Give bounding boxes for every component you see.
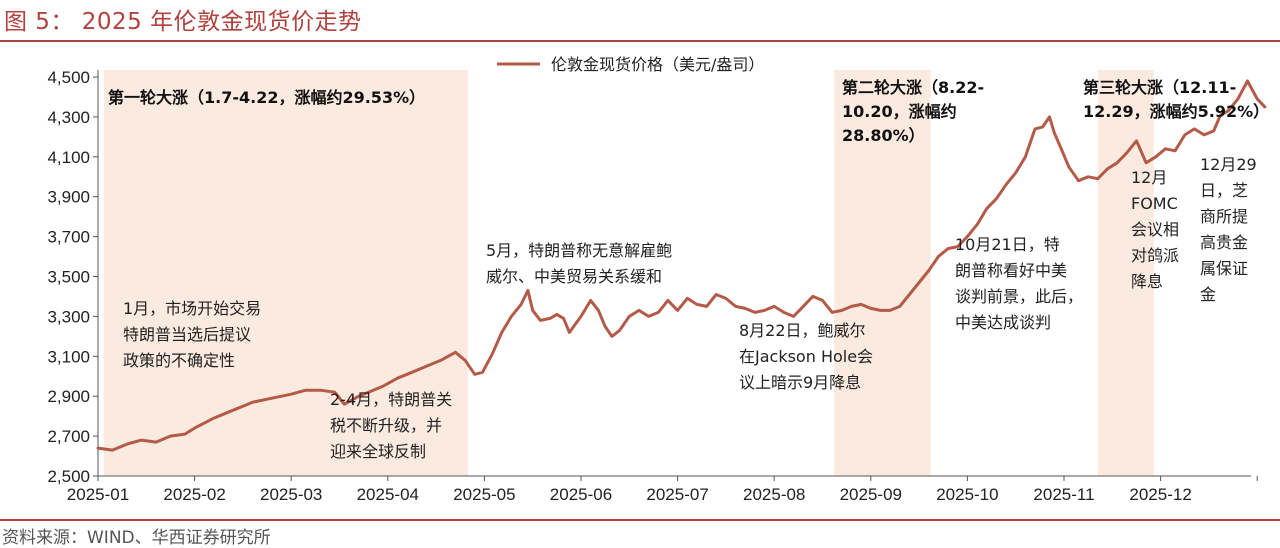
annotation-line: 降息 bbox=[1131, 272, 1163, 291]
phase-label-1: 第一轮大涨（1.7-4.22，涨幅约29.53%） bbox=[108, 88, 425, 107]
source-rule bbox=[0, 519, 1280, 521]
annotation-line: 谈判前景，此后， bbox=[955, 287, 1083, 306]
annotation-line: 威尔、中美贸易关系缓和 bbox=[486, 267, 662, 286]
annotation-line: 12月29 bbox=[1200, 155, 1257, 174]
y-tick-label: 3,700 bbox=[47, 228, 90, 247]
phase-shades bbox=[103, 70, 1154, 476]
phase-band-2 bbox=[834, 70, 931, 476]
legend-label: 伦敦金现货价格（美元/盎司） bbox=[551, 55, 764, 74]
annotation-line: 5月，特朗普称无意解雇鲍 bbox=[486, 241, 672, 260]
figure-title: 图 5： 2025 年伦敦金现货价走势 bbox=[4, 9, 362, 35]
x-tick-label: 2025-06 bbox=[550, 485, 612, 504]
x-tick-label: 2025-11 bbox=[1033, 485, 1094, 504]
x-tick-label: 2025-04 bbox=[357, 485, 419, 504]
x-tick-label: 2025-02 bbox=[163, 485, 225, 504]
x-tick-label: 2025-05 bbox=[453, 485, 515, 504]
phase-label-line: 第三轮大涨（12.11- bbox=[1083, 78, 1236, 97]
annotation-2: 2-4月，特朗普关税不断升级，并迎来全球反制 bbox=[330, 390, 452, 461]
annotation-line: 高贵金 bbox=[1200, 233, 1248, 252]
annotation-5: 10月21日，特朗普称看好中美谈判前景，此后， 中美达成谈判 bbox=[955, 235, 1083, 332]
annotation-3: 5月，特朗普称无意解雇鲍威尔、中美贸易关系缓和 bbox=[486, 241, 672, 286]
phase-label-line: 第二轮大涨（8.22- bbox=[842, 78, 984, 97]
phase-labels: 第一轮大涨（1.7-4.22，涨幅约29.53%） 第二轮大涨（8.22- 10.2… bbox=[108, 78, 1269, 145]
source-note: 资料来源：WIND、华西证券研究所 bbox=[2, 528, 271, 548]
annotation-line: 属保证 bbox=[1200, 259, 1248, 278]
annotation-line: 对鸽派 bbox=[1131, 246, 1179, 265]
x-tick-label: 2025-08 bbox=[743, 485, 805, 504]
x-tick-label: 2025-12 bbox=[1129, 485, 1191, 504]
series-layer bbox=[96, 79, 1267, 452]
annotation-line: 商所提 bbox=[1200, 207, 1248, 226]
series-line-gold-price bbox=[96, 79, 1267, 452]
y-tick-label: 4,100 bbox=[47, 148, 90, 167]
annotations: 1月，市场开始交易特朗普当选后提议政策的不确定性 2-4月，特朗普关税不断升级，并… bbox=[123, 155, 1257, 461]
annotation-line: 1月，市场开始交易 bbox=[123, 299, 261, 318]
title-rule bbox=[0, 40, 1280, 42]
annotation-line: 迎来全球反制 bbox=[330, 442, 426, 461]
phase-band-3 bbox=[1097, 70, 1154, 476]
annotation-line: 金 bbox=[1200, 285, 1216, 304]
y-tick-label: 3,100 bbox=[47, 347, 90, 366]
annotation-line: 日，芝 bbox=[1200, 181, 1248, 200]
annotation-line: 10月21日，特 bbox=[955, 235, 1060, 254]
annotation-1: 1月，市场开始交易特朗普当选后提议政策的不确定性 bbox=[123, 299, 261, 370]
legend: 伦敦金现货价格（美元/盎司） bbox=[497, 55, 764, 74]
axes: 2,500 2,700 2,900 3,100 3,300 3,500 3,700 3,900… bbox=[47, 68, 1258, 504]
annotation-7: 12月29 日，芝商所提高贵金属保证金 bbox=[1200, 155, 1257, 304]
annotation-line: 会议相 bbox=[1131, 220, 1179, 239]
x-tick-label: 2025-01 bbox=[67, 485, 129, 504]
phase-label-3: 第三轮大涨（12.11- 12.29，涨幅约5.92%） bbox=[1083, 78, 1269, 121]
x-tick-label: 2025-03 bbox=[260, 485, 322, 504]
y-tick-label: 4,300 bbox=[47, 108, 90, 127]
annotation-line: 税不断升级，并 bbox=[330, 416, 442, 435]
annotation-line: 8月22日，鲍威尔 bbox=[739, 321, 866, 340]
annotation-line: 政策的不确定性 bbox=[123, 351, 235, 370]
y-tick-label: 2,700 bbox=[47, 427, 90, 446]
annotation-line: 朗普称看好中美 bbox=[955, 261, 1067, 280]
y-tick-label: 3,500 bbox=[47, 268, 90, 287]
annotation-line: 特朗普当选后提议 bbox=[123, 325, 251, 344]
annotation-line: 中美达成谈判 bbox=[955, 313, 1051, 332]
phase-label-line: 第一轮大涨（1.7-4.22，涨幅约29.53%） bbox=[108, 88, 425, 107]
annotation-line: 在Jackson Hole会 bbox=[739, 347, 873, 366]
phase-band-1 bbox=[103, 70, 468, 476]
y-tick-label: 4,500 bbox=[47, 68, 90, 87]
annotation-line: FOMC bbox=[1131, 194, 1178, 213]
annotation-line: 2-4月，特朗普关 bbox=[330, 390, 452, 409]
annotation-6: 12月 FOMC 会议相对鸽派降息 bbox=[1131, 168, 1179, 291]
x-tick-label: 2025-07 bbox=[646, 485, 708, 504]
annotation-line: 议上暗示9月降息 bbox=[739, 373, 861, 392]
y-tick-label: 3,900 bbox=[47, 188, 90, 207]
annotation-line: 12月 bbox=[1131, 168, 1167, 187]
phase-label-line: 12.29，涨幅约5.92%） bbox=[1083, 102, 1269, 121]
x-tick-label: 2025-09 bbox=[840, 485, 902, 504]
x-tick-label: 2025-10 bbox=[936, 485, 998, 504]
y-tick-label: 2,900 bbox=[47, 387, 90, 406]
y-tick-label: 2,500 bbox=[47, 467, 90, 486]
phase-label-line: 10.20，涨幅约 bbox=[842, 102, 957, 121]
annotation-4: 8月22日，鲍威尔在Jackson Hole会议上暗示9月降息 bbox=[739, 321, 873, 392]
phase-label-2: 第二轮大涨（8.22- 10.20，涨幅约 28.80%） bbox=[842, 78, 984, 145]
phase-label-line: 28.80%） bbox=[842, 126, 925, 145]
y-tick-label: 3,300 bbox=[47, 307, 90, 326]
